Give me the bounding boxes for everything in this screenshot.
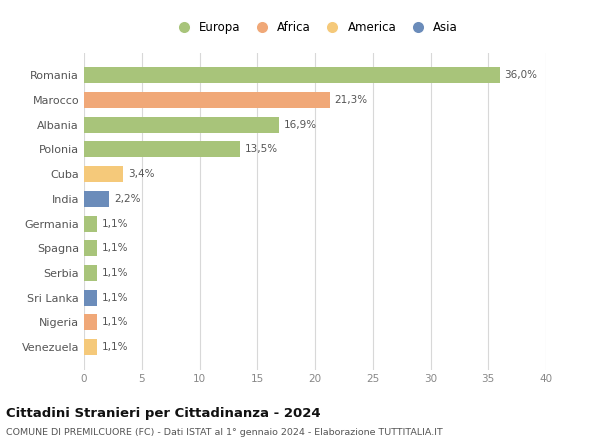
Bar (84, 265, 97, 281)
Bar (84, 191, 109, 207)
Text: 1,1%: 1,1% (101, 293, 128, 303)
Bar (84, 92, 330, 108)
Text: 36,0%: 36,0% (505, 70, 538, 80)
Text: 1,1%: 1,1% (101, 317, 128, 327)
Legend: Europa, Africa, America, Asia: Europa, Africa, America, Asia (172, 21, 458, 34)
Text: 1,1%: 1,1% (101, 342, 128, 352)
Bar (84, 315, 97, 330)
Bar (84, 117, 279, 133)
Bar (84, 141, 240, 158)
Text: 21,3%: 21,3% (335, 95, 368, 105)
Text: 3,4%: 3,4% (128, 169, 154, 179)
Bar (84, 166, 123, 182)
Text: 1,1%: 1,1% (101, 219, 128, 228)
Text: 1,1%: 1,1% (101, 268, 128, 278)
Bar (84, 240, 97, 257)
Text: 16,9%: 16,9% (284, 120, 317, 130)
Text: Cittadini Stranieri per Cittadinanza - 2024: Cittadini Stranieri per Cittadinanza - 2… (6, 407, 320, 420)
Bar (84, 67, 500, 83)
Text: 1,1%: 1,1% (101, 243, 128, 253)
Bar (84, 216, 97, 231)
Text: COMUNE DI PREMILCUORE (FC) - Dati ISTAT al 1° gennaio 2024 - Elaborazione TUTTIT: COMUNE DI PREMILCUORE (FC) - Dati ISTAT … (6, 428, 443, 436)
Text: 2,2%: 2,2% (114, 194, 140, 204)
Text: 13,5%: 13,5% (245, 144, 278, 154)
Bar (84, 339, 97, 355)
Bar (84, 290, 97, 306)
